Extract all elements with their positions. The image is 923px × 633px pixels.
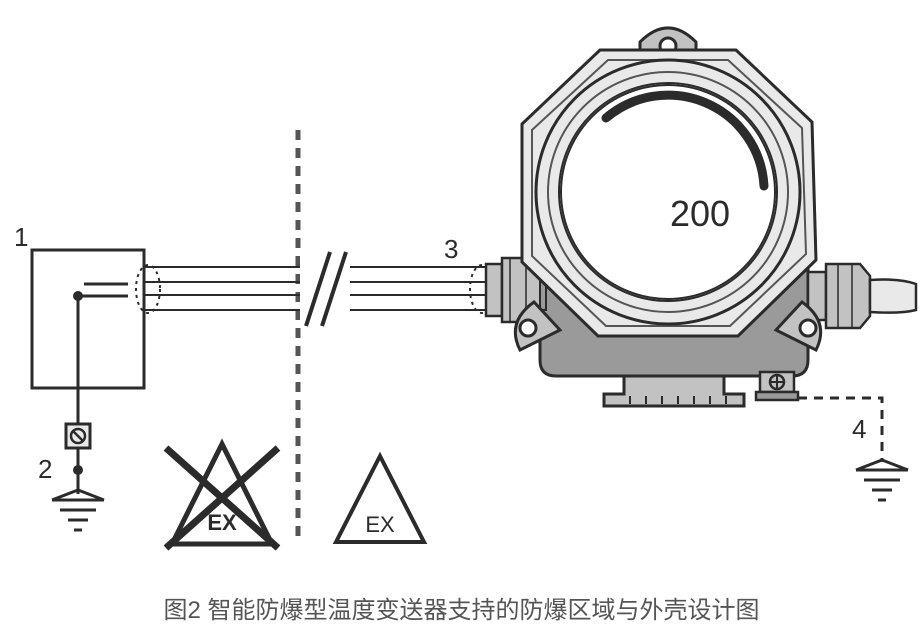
ex-crossed-text: EX	[207, 510, 237, 535]
figure-caption: 图2 智能防爆型温度变送器支持的防爆区域与外壳设计图	[0, 590, 923, 625]
ex-text: EX	[365, 512, 395, 537]
label-3: 3	[444, 234, 458, 264]
base-neck	[604, 376, 744, 406]
display-value-text: 200	[670, 193, 730, 234]
external-ground-terminal	[756, 372, 798, 400]
diagram-stage: EX EX	[0, 0, 923, 633]
control-box-inner-wire	[78, 296, 128, 388]
label-4: 4	[852, 414, 866, 444]
control-box-group	[32, 250, 144, 388]
control-box	[32, 250, 144, 388]
diagram-svg: EX EX	[0, 0, 923, 633]
ground-terminal-left	[66, 388, 90, 494]
cable-assembly	[136, 252, 494, 326]
label-1: 1	[14, 222, 28, 252]
wire-junction-dot	[73, 291, 83, 301]
ground-wire-right	[798, 398, 882, 462]
ground-symbol-left	[52, 490, 104, 530]
cable-gland-right	[808, 264, 916, 328]
label-2: 2	[38, 454, 52, 484]
ex-triangle-crossed: EX	[166, 444, 278, 548]
ground-symbol-right	[856, 460, 908, 500]
ex-triangle: EX	[336, 456, 424, 542]
arc-group: 200	[560, 84, 776, 300]
